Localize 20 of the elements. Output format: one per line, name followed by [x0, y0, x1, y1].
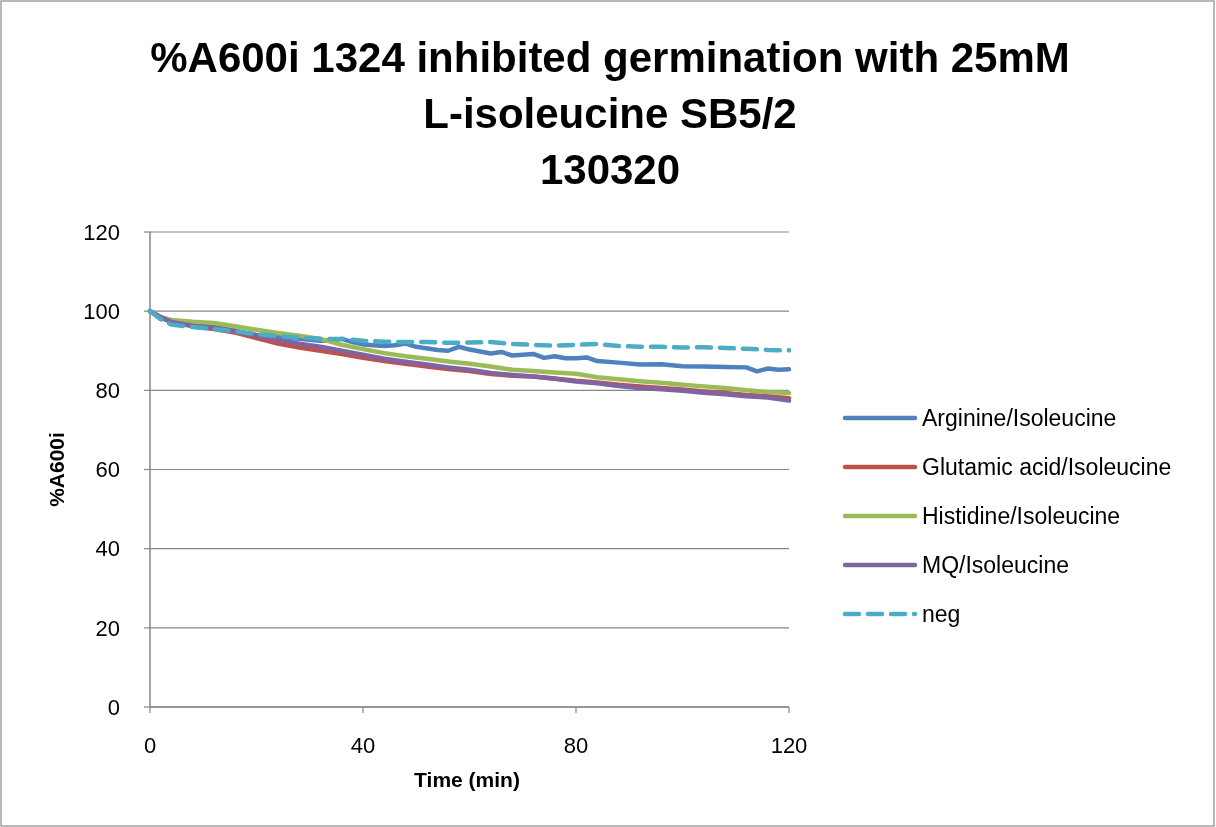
y-tick-label: 20: [95, 615, 120, 641]
y-tick-label: 100: [83, 298, 120, 324]
legend-label: Glutamic acid/Isoleucine: [922, 454, 1172, 481]
y-tick-label: 60: [95, 457, 120, 483]
chart-title: %A600i 1324 inhibited germination with 25mM L-isoleucine SB5/2 130320: [150, 34, 1070, 193]
y-tick-label: 120: [83, 219, 120, 245]
y-tick-label: 80: [95, 378, 120, 404]
y-tick-label: 40: [95, 536, 120, 562]
x-tick-label: 80: [563, 733, 589, 758]
x-tick-label: 0: [143, 733, 157, 758]
y-tick-label: 0: [107, 694, 120, 720]
legend-label: Histidine/Isoleucine: [922, 503, 1121, 530]
legend-label: neg: [922, 601, 961, 628]
x-tick-label: 120: [770, 733, 808, 758]
legend-label: MQ/Isoleucine: [922, 552, 1070, 579]
x-axis-title: Time (min): [414, 768, 520, 791]
line-series: [147, 308, 792, 353]
y-axis-title: %A600i: [45, 432, 68, 507]
legend-label: Arginine/Isoleucine: [922, 405, 1117, 432]
x-tick-label: 40: [350, 733, 376, 758]
